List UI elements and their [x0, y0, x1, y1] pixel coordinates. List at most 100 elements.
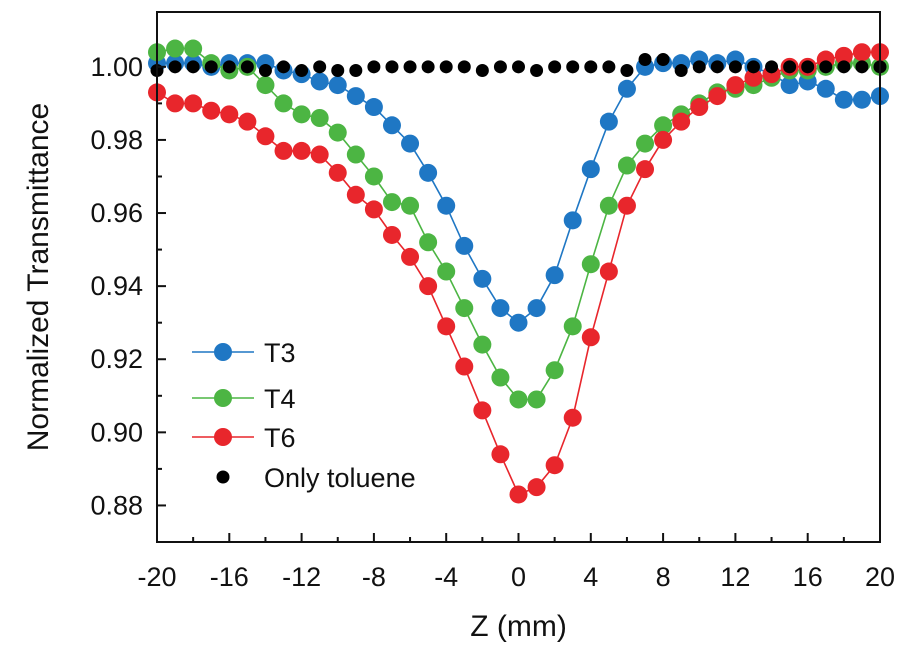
x-tick-label: 8 — [656, 562, 671, 592]
x-tick-label: -16 — [210, 562, 249, 592]
data-point — [437, 196, 456, 215]
data-point — [744, 68, 763, 87]
data-point — [238, 112, 257, 131]
data-point — [419, 277, 438, 296]
legend-item-t4: T4 — [192, 384, 296, 414]
data-point — [382, 116, 401, 135]
y-tick-label: 0.88 — [90, 490, 143, 520]
data-point — [816, 79, 835, 98]
data-point — [563, 317, 582, 336]
data-point — [292, 141, 311, 160]
data-point — [364, 200, 383, 219]
data-point — [292, 105, 311, 124]
data-point — [349, 63, 363, 77]
data-point — [328, 76, 347, 95]
data-point — [837, 60, 851, 74]
data-point — [166, 94, 185, 113]
data-point — [310, 72, 329, 91]
data-point — [473, 335, 492, 354]
x-axis-title: Z (mm) — [470, 610, 567, 643]
data-point — [310, 145, 329, 164]
data-point — [328, 163, 347, 182]
data-point — [566, 60, 580, 74]
legend-item-only-toluene: Only toluene — [216, 463, 416, 493]
data-point — [819, 60, 833, 74]
legend-marker — [214, 428, 232, 446]
data-point — [240, 60, 254, 74]
data-point — [638, 53, 652, 67]
data-point — [636, 160, 655, 179]
data-point — [258, 63, 272, 77]
data-point — [563, 211, 582, 230]
y-tick-label: 0.90 — [90, 417, 143, 447]
data-point — [491, 445, 510, 464]
data-point — [186, 60, 200, 74]
data-point — [204, 60, 218, 74]
data-point — [834, 90, 853, 109]
data-point — [656, 53, 670, 67]
data-point — [530, 63, 544, 77]
data-point — [256, 127, 275, 146]
series-only-toluene — [150, 53, 887, 77]
data-point — [674, 63, 688, 77]
data-point — [710, 60, 724, 74]
data-point — [599, 112, 618, 131]
data-point — [581, 160, 600, 179]
data-point — [439, 60, 453, 74]
data-point — [437, 262, 456, 281]
data-point — [581, 328, 600, 347]
data-point — [617, 156, 636, 175]
data-point — [509, 390, 528, 409]
data-point — [277, 60, 291, 74]
x-axis: -20 -16 -12 -8 -4 0 4 8 12 16 20 — [137, 533, 895, 592]
data-point — [385, 60, 399, 74]
data-point — [852, 90, 871, 109]
data-point — [654, 116, 673, 135]
data-point — [364, 98, 383, 117]
data-point — [746, 60, 760, 74]
data-point — [728, 60, 742, 74]
legend-marker — [214, 389, 232, 407]
data-point — [403, 60, 417, 74]
data-point — [455, 299, 474, 318]
data-point — [654, 130, 673, 149]
legend-marker — [214, 343, 232, 361]
data-point — [527, 299, 546, 318]
data-point — [726, 76, 745, 95]
data-point — [331, 63, 345, 77]
x-tick-label: -20 — [137, 562, 176, 592]
data-point — [834, 46, 853, 65]
data-point — [599, 262, 618, 281]
data-point — [765, 60, 779, 74]
data-point — [457, 60, 471, 74]
data-point — [401, 196, 420, 215]
data-point — [801, 60, 815, 74]
x-tick-label: -4 — [434, 562, 458, 592]
data-point — [256, 76, 275, 95]
data-point — [346, 185, 365, 204]
data-point — [437, 317, 456, 336]
data-point — [401, 247, 420, 266]
series-t4 — [148, 39, 889, 409]
legend-item-t3: T3 — [192, 338, 296, 368]
data-point — [168, 60, 182, 74]
data-point — [364, 167, 383, 186]
legend: T3 T4 T6 Only toluene — [192, 338, 416, 493]
x-tick-label: 12 — [720, 562, 750, 592]
data-point — [509, 313, 528, 332]
x-tick-label: -8 — [362, 562, 386, 592]
y-axis-title: Normalized Transmittance — [22, 103, 55, 451]
data-point — [346, 145, 365, 164]
data-point — [493, 60, 507, 74]
x-tick-label: 16 — [793, 562, 823, 592]
plot-marks — [148, 39, 889, 504]
x-tick-label: 4 — [583, 562, 598, 592]
data-point — [367, 60, 381, 74]
data-point — [563, 408, 582, 427]
data-point — [599, 196, 618, 215]
data-point — [222, 60, 236, 74]
data-point — [382, 225, 401, 244]
data-point — [473, 401, 492, 420]
data-point — [690, 98, 709, 117]
data-point — [310, 109, 329, 127]
